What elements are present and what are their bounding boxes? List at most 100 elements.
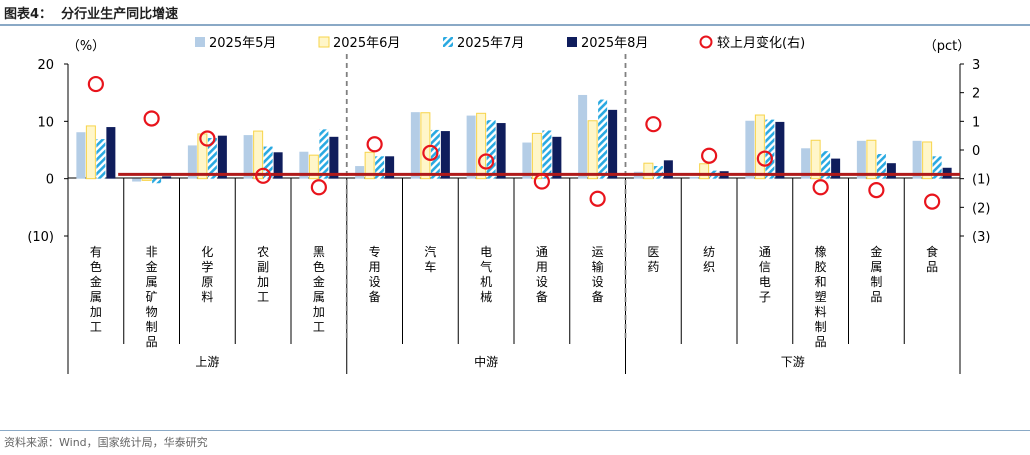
- legend-label: 2025年6月: [333, 36, 400, 51]
- left-axis-unit: （%）: [67, 39, 105, 54]
- footer-divider: [0, 430, 1030, 431]
- category-label: 通信电子: [759, 245, 771, 304]
- category-label: 有色金属加工: [90, 245, 102, 334]
- title-divider: [0, 24, 1030, 26]
- bar: [810, 139, 821, 180]
- group-label: 上游: [195, 355, 219, 369]
- legend-swatch: [318, 36, 330, 48]
- bar: [922, 141, 933, 180]
- group-label: 中游: [474, 354, 498, 369]
- bar: [831, 158, 841, 179]
- category-label: 专用设备: [369, 244, 381, 304]
- bar: [608, 109, 618, 179]
- bar: [765, 119, 775, 179]
- bar: [932, 156, 942, 179]
- bar: [375, 156, 385, 179]
- left-axis-tick-label: 0: [46, 173, 54, 188]
- bar: [308, 154, 319, 180]
- change-marker: [255, 167, 272, 184]
- change-marker: [756, 150, 773, 167]
- left-axis-tick-label: 10: [37, 115, 54, 130]
- bar: [486, 120, 496, 179]
- bar: [886, 163, 896, 179]
- right-axis-tick-label: 3: [972, 58, 980, 73]
- category-label: 通用设备: [536, 245, 548, 304]
- bar: [132, 178, 142, 182]
- bar: [801, 148, 811, 179]
- bar: [207, 137, 217, 179]
- bar: [299, 151, 309, 179]
- bar: [319, 129, 329, 179]
- right-axis-unit: （pct）: [924, 39, 971, 54]
- change-marker: [868, 182, 885, 199]
- legend-swatch: [443, 37, 453, 47]
- bar: [775, 121, 785, 179]
- bar: [754, 114, 765, 180]
- bar: [273, 152, 283, 179]
- bar: [912, 140, 922, 179]
- bar: [821, 151, 831, 179]
- bar: [162, 176, 172, 179]
- right-axis-tick-label: (1): [972, 173, 990, 188]
- bar: [643, 162, 654, 180]
- bar: [663, 160, 673, 179]
- bar: [263, 146, 273, 179]
- right-axis-tick-label: 1: [972, 115, 980, 130]
- legend-label: 较上月变化(右): [717, 35, 805, 51]
- figure-title: 图表4： 分行业生产同比增速: [4, 7, 179, 22]
- category-labels: 有色金属加工 非金属矿物制品 化学原料 农副加工 黑色金属加工 专用设备 汽车 电气机械 通用设…: [90, 244, 938, 349]
- bar: [364, 151, 375, 180]
- bar: [152, 178, 162, 184]
- bar: [96, 139, 106, 179]
- category-label: 纺织: [703, 245, 715, 274]
- source-note: 资料来源：Wind，国家统计局，华泰研究: [4, 436, 208, 449]
- bar: [653, 166, 663, 179]
- change-marker: [812, 179, 829, 196]
- change-marker: [533, 173, 550, 190]
- bar: [689, 176, 699, 179]
- category-label: 医药: [647, 245, 659, 274]
- change-marker: [199, 130, 216, 147]
- right-axis-tick-label: 2: [972, 87, 980, 102]
- change-marker: [924, 193, 941, 210]
- bar: [329, 136, 339, 179]
- bar: [85, 125, 96, 180]
- bar: [866, 139, 877, 180]
- bar: [598, 99, 608, 179]
- change-marker: [589, 190, 606, 207]
- category-label: 电气机械: [480, 245, 492, 304]
- right-axis-tick-label: 0: [972, 144, 980, 159]
- change-marker: [310, 179, 327, 196]
- legend-marker: [699, 35, 713, 49]
- bar: [141, 178, 152, 181]
- change-marker: [645, 116, 662, 133]
- category-label: 运输设备: [592, 245, 604, 304]
- bar: [243, 135, 253, 179]
- bar: [552, 136, 562, 179]
- bar: [106, 127, 116, 179]
- bar: [531, 132, 542, 180]
- bar: [587, 120, 598, 180]
- chart: 2025年5月 2025年6月 2025年7月 2025年8月 较上月变化(右) 201…: [27, 35, 990, 374]
- category-label: 化学原料: [201, 245, 213, 304]
- bar: [745, 120, 755, 179]
- bar: [430, 129, 440, 179]
- change-marker: [701, 147, 718, 164]
- bar: [542, 130, 552, 179]
- bar: [253, 130, 264, 180]
- legend-swatch: [567, 37, 577, 47]
- bar: [197, 133, 208, 180]
- bar: [578, 94, 588, 179]
- bar: [385, 156, 395, 179]
- change-marker: [422, 144, 439, 161]
- change-marker: [366, 136, 383, 153]
- bar: [187, 145, 197, 179]
- category-label: 汽车: [424, 244, 436, 274]
- change-marker: [87, 75, 104, 93]
- bar: [856, 140, 866, 179]
- bars: [76, 94, 952, 184]
- change-marker: [478, 153, 495, 170]
- bar: [699, 163, 710, 180]
- legend-label: 2025年8月: [581, 36, 648, 51]
